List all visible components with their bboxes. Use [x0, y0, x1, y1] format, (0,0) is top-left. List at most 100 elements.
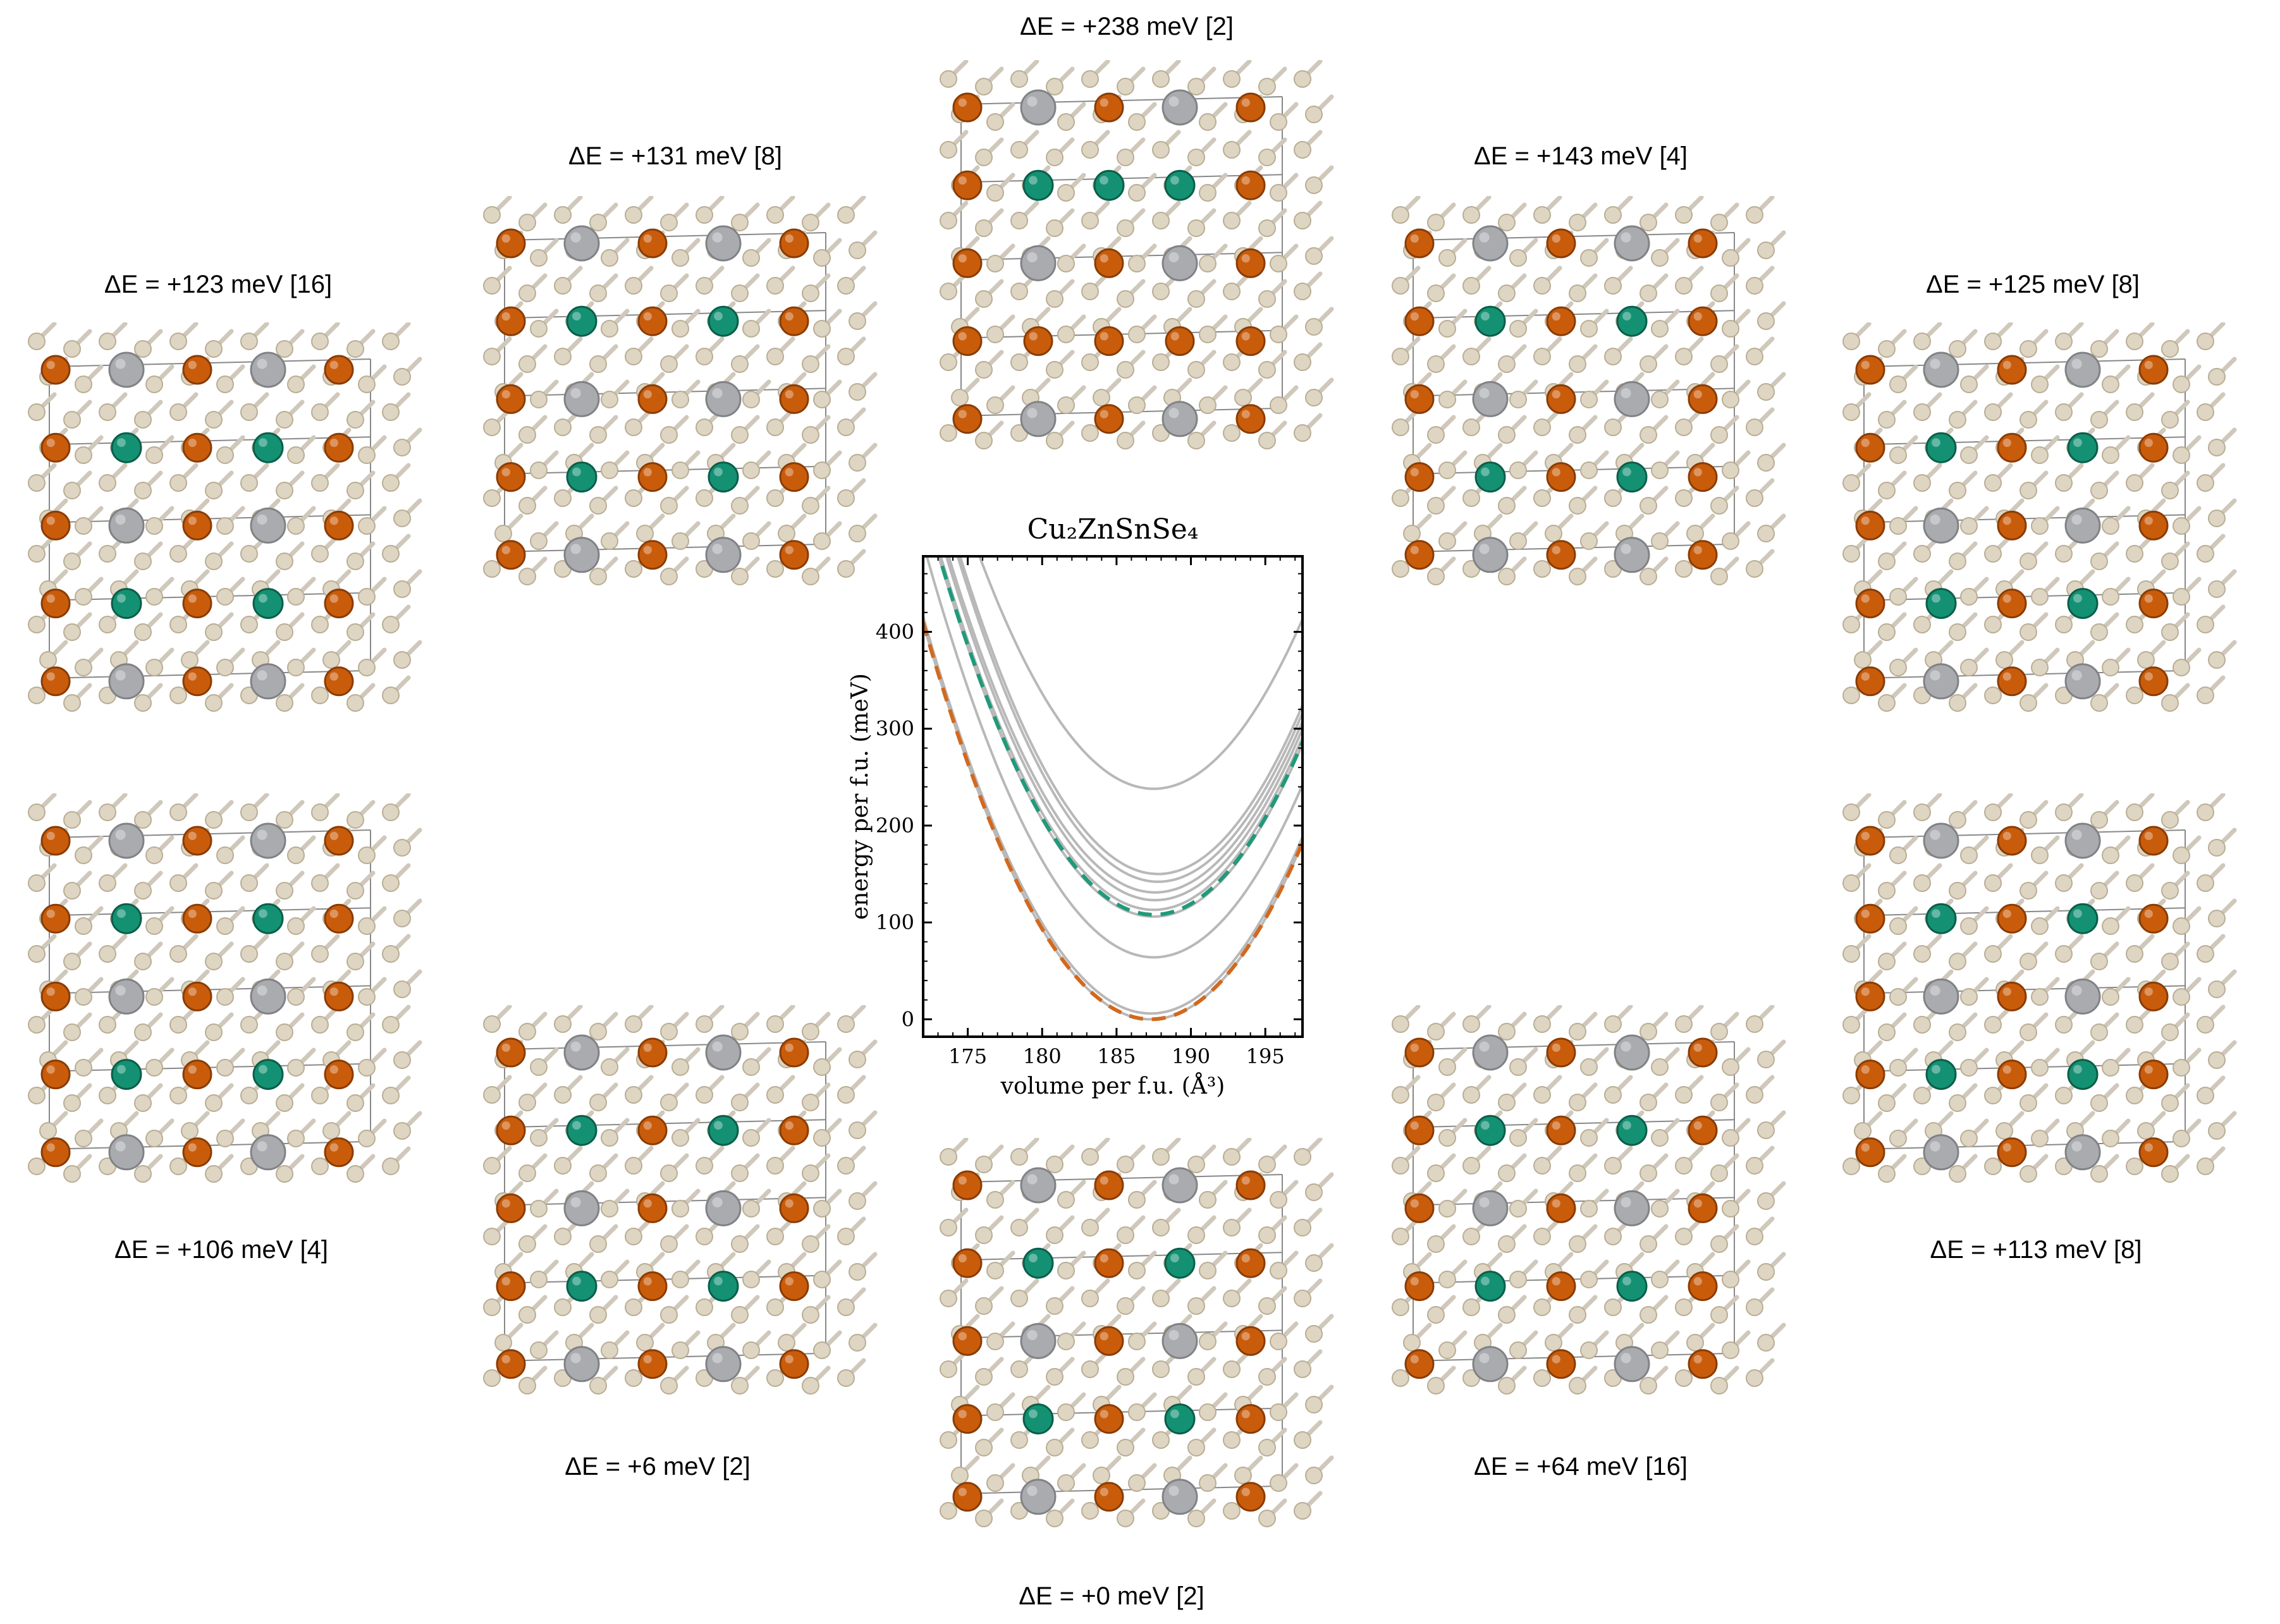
atom — [2138, 1137, 2169, 1168]
atom — [2138, 510, 2169, 540]
atom — [1094, 404, 1124, 434]
atom — [2138, 666, 2169, 697]
atom — [1997, 589, 2027, 619]
atom — [779, 1115, 809, 1145]
atom — [496, 1037, 526, 1068]
y-tick-label: 300 — [876, 717, 914, 741]
x-tick-label: 180 — [1023, 1044, 1062, 1068]
atom — [1546, 306, 1576, 336]
atom — [1855, 981, 1885, 1011]
atom — [1923, 822, 1959, 859]
atom — [1235, 1404, 1266, 1434]
atom — [1165, 326, 1195, 357]
atom — [1020, 401, 1057, 437]
atom — [1022, 169, 1054, 201]
atom — [108, 822, 145, 859]
atom — [705, 1034, 742, 1071]
atom — [637, 1037, 668, 1068]
atom — [252, 432, 284, 463]
atom — [1855, 666, 1885, 697]
structure-panel-top-center — [929, 60, 1334, 465]
atom — [40, 903, 71, 934]
atom — [1474, 1271, 1506, 1302]
atom — [111, 903, 142, 934]
atom — [1164, 169, 1196, 201]
atom — [250, 822, 286, 859]
crystal-structure-lower-right — [1392, 1005, 1786, 1395]
atom — [566, 461, 598, 493]
atom — [952, 170, 983, 200]
atom — [1925, 903, 1957, 934]
atom — [182, 1059, 212, 1090]
atom — [324, 981, 354, 1011]
atom — [1235, 404, 1266, 434]
atom — [40, 510, 71, 540]
series-line-9 — [923, 616, 1302, 1015]
atom — [1855, 903, 1885, 934]
atom — [250, 978, 286, 1015]
atom — [779, 306, 809, 336]
atom — [705, 537, 742, 573]
atom — [1546, 384, 1576, 414]
structure-panel-far-left-bot — [18, 793, 422, 1198]
atom — [40, 589, 71, 619]
atom — [496, 462, 526, 492]
atom — [1925, 588, 1957, 620]
y-axis-label: energy per f.u. (meV) — [847, 673, 873, 920]
atom — [1094, 1404, 1124, 1434]
atom — [2064, 507, 2101, 544]
series-line-0 — [978, 556, 1302, 790]
atom — [324, 510, 354, 540]
atom — [1688, 1271, 1718, 1302]
atom — [2138, 826, 2169, 856]
atom — [1235, 170, 1266, 200]
atom — [1472, 537, 1509, 573]
structure-label-far-left-top: ΔE = +123 meV [16] — [104, 271, 333, 298]
structure-label-upper-left: ΔE = +131 meV [8] — [568, 142, 783, 170]
atom — [1923, 663, 1959, 700]
structure-panel-upper-right — [1382, 196, 1786, 601]
atom — [1688, 228, 1718, 259]
atom — [705, 225, 742, 262]
atom — [1023, 326, 1053, 357]
atom — [250, 663, 286, 700]
structure-label-far-right-top: ΔE = +125 meV [8] — [1925, 271, 2140, 298]
atom — [1404, 1037, 1435, 1068]
atom — [637, 228, 668, 259]
atom — [324, 903, 354, 934]
atom — [1094, 1248, 1124, 1278]
atom — [1161, 401, 1198, 437]
atom — [1404, 1115, 1435, 1145]
atom — [1688, 1349, 1718, 1379]
atom — [2064, 822, 2101, 859]
atom — [1020, 245, 1057, 281]
atom — [1472, 1190, 1509, 1226]
atom — [1546, 1271, 1576, 1302]
atom — [1404, 306, 1435, 336]
atom — [1614, 381, 1650, 417]
x-tick-label: 185 — [1097, 1044, 1136, 1068]
series-line-8 — [925, 556, 1302, 959]
atom — [1474, 305, 1506, 337]
atom — [1472, 381, 1509, 417]
structure-panel-bottom-center — [929, 1138, 1334, 1542]
x-tick-label: 175 — [948, 1044, 987, 1068]
atom — [182, 1137, 212, 1168]
atom — [1688, 384, 1718, 414]
x-tick-label: 195 — [1246, 1044, 1285, 1068]
atom — [1161, 1479, 1198, 1515]
atom — [1472, 225, 1509, 262]
atom — [1472, 1034, 1509, 1071]
atom — [40, 666, 71, 697]
series-line-7 — [937, 556, 1302, 917]
atom — [952, 326, 983, 357]
atom — [1688, 540, 1718, 570]
atom — [1094, 1170, 1124, 1200]
crystal-structure-top-center — [940, 60, 1334, 449]
atom — [2138, 981, 2169, 1011]
structure-label-upper-right: ΔE = +143 meV [4] — [1473, 142, 1688, 170]
atom — [1855, 510, 1885, 540]
atom — [1164, 1403, 1196, 1435]
atom — [40, 432, 71, 463]
atom — [1235, 1482, 1266, 1512]
